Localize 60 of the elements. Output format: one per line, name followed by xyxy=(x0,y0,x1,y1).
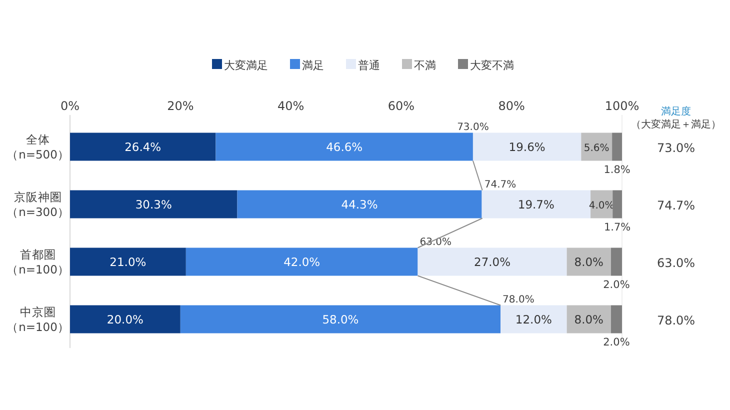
text: 73.0% xyxy=(656,140,696,155)
data-label: 8.0% xyxy=(574,312,604,326)
y-tick-label: 中京圏（n=100） xyxy=(6,304,70,334)
x-tick-label: 40% xyxy=(277,99,304,113)
x-tick-label: 80% xyxy=(498,99,525,113)
data-label: 26.4% xyxy=(124,140,162,154)
legend-label: 大変不満 xyxy=(470,59,514,72)
legend-label: 満足 xyxy=(302,59,324,72)
annotation: 78.0% xyxy=(502,294,534,306)
data-label: 21.0% xyxy=(110,254,146,269)
x-tick-label: 0% xyxy=(60,99,80,113)
text: 63.0% xyxy=(656,256,696,270)
bar xyxy=(70,248,186,276)
legend-label: 不満 xyxy=(414,59,436,72)
data-label: 1.7% xyxy=(604,221,631,234)
bar xyxy=(70,190,238,218)
bar xyxy=(180,305,501,334)
legend-label: 普通 xyxy=(358,59,380,72)
annotation: 74.7% xyxy=(484,179,516,190)
bar xyxy=(482,190,591,218)
bar xyxy=(70,305,180,334)
bar xyxy=(216,132,473,161)
data-label: 58.0% xyxy=(322,312,359,326)
bar xyxy=(418,248,567,276)
bar xyxy=(186,248,418,276)
y-tick-label: 首都圏（n=100） xyxy=(6,247,70,276)
data-label: 20.0% xyxy=(106,312,144,326)
bar xyxy=(610,248,622,276)
annotation: 73.0% xyxy=(457,122,489,133)
bar xyxy=(500,305,567,334)
bar xyxy=(566,305,611,334)
data-label: 27.0% xyxy=(474,254,511,269)
data-label: 4.0% xyxy=(588,200,614,212)
data-label: 8.0% xyxy=(574,254,604,269)
data-label: 1.8% xyxy=(604,164,630,176)
data-label: 2.0% xyxy=(603,278,630,291)
data-label: 12.0% xyxy=(515,312,552,326)
data-label: 2.0% xyxy=(603,336,630,348)
data-label: 30.3% xyxy=(135,197,172,212)
text: 78.0% xyxy=(656,313,696,328)
text: 74.7% xyxy=(656,198,696,212)
data-label: 19.6% xyxy=(508,140,546,154)
data-label: 19.7% xyxy=(518,197,554,212)
data-label: 5.6% xyxy=(584,142,610,154)
data-label: 46.6% xyxy=(326,140,363,154)
bar xyxy=(610,305,622,334)
y-tick-label: 全体（n=500） xyxy=(6,132,70,162)
bar xyxy=(70,132,216,161)
bar xyxy=(612,190,622,218)
bar xyxy=(472,132,582,161)
x-tick-label: 60% xyxy=(388,99,415,113)
x-tick-label: 20% xyxy=(167,99,194,113)
bar xyxy=(237,190,482,218)
bar xyxy=(612,132,622,161)
data-label: 44.3% xyxy=(341,197,378,212)
legend-label: 大変満足 xyxy=(224,59,268,72)
bar xyxy=(581,132,612,161)
bar xyxy=(566,248,611,276)
data-label: 42.0% xyxy=(284,254,320,269)
y-tick-label: 京阪神圏（n=300） xyxy=(6,190,70,219)
